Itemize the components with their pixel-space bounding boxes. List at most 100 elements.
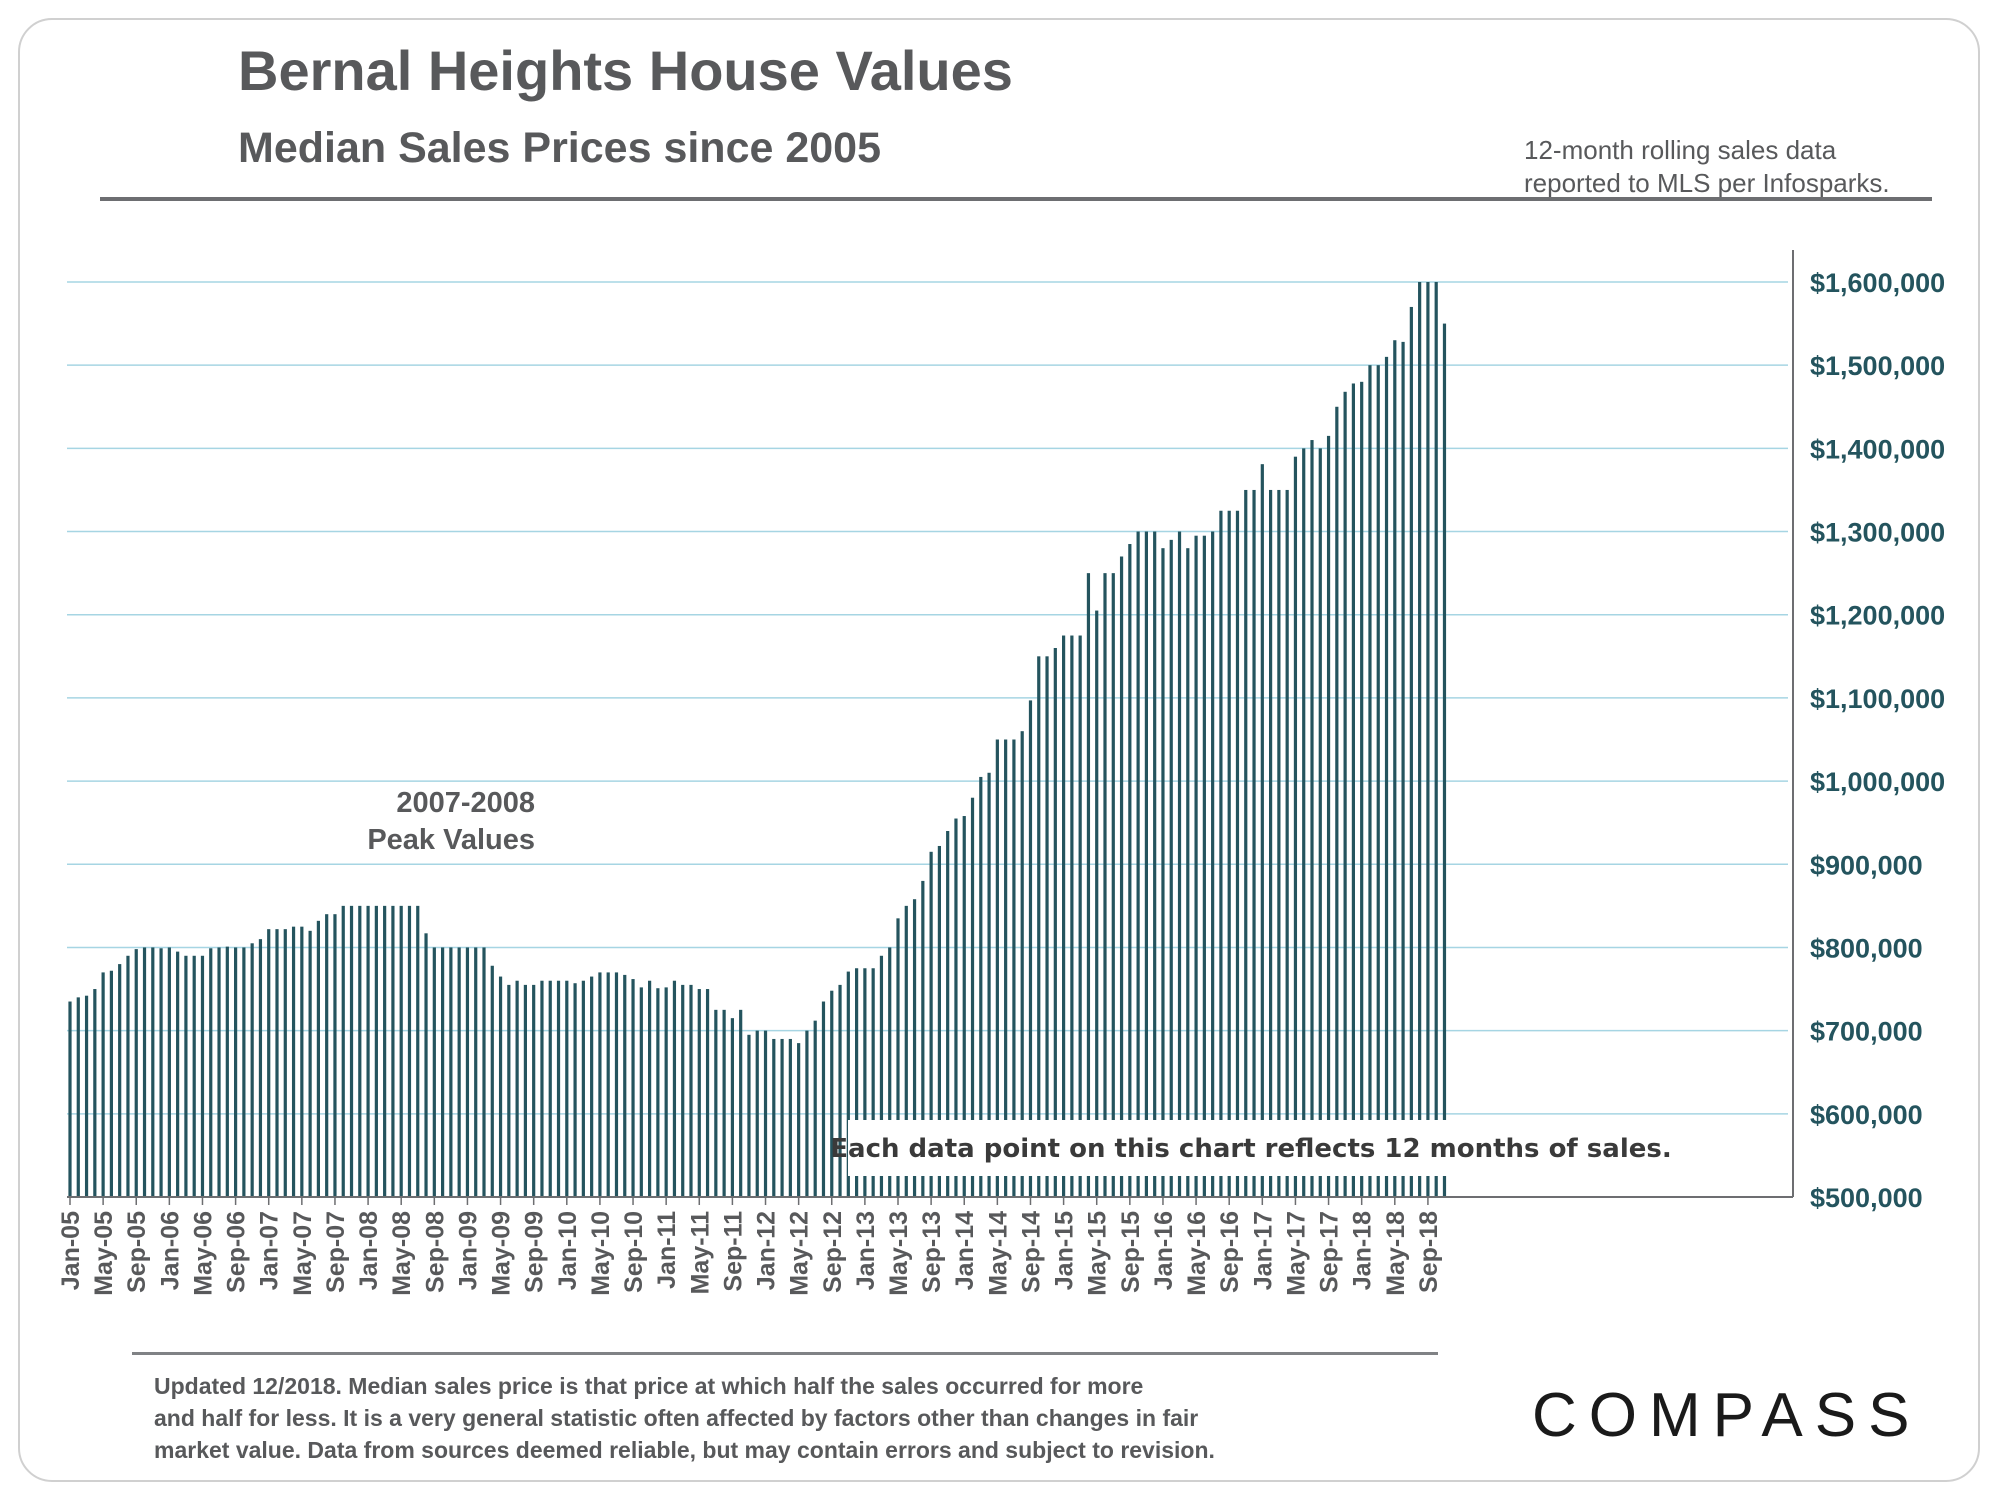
bar	[954, 818, 958, 1197]
bar	[109, 970, 113, 1197]
bar	[946, 831, 950, 1197]
bar	[1235, 510, 1240, 1197]
bar	[855, 968, 859, 1197]
bar	[441, 947, 445, 1197]
bar	[797, 1043, 801, 1197]
bar	[465, 947, 470, 1197]
bar	[474, 947, 478, 1197]
bar	[1227, 510, 1231, 1197]
bar	[200, 955, 205, 1197]
bar	[1004, 739, 1008, 1197]
bar	[540, 980, 544, 1197]
y-tick-label: $900,000	[1810, 850, 1923, 880]
bar	[1177, 531, 1182, 1197]
bar	[995, 739, 999, 1197]
x-tick-label: May-15	[1084, 1211, 1112, 1296]
source-note: 12-month rolling sales data reported to …	[1524, 134, 1890, 200]
bar	[863, 968, 867, 1197]
bar	[1062, 635, 1066, 1197]
bar	[1045, 656, 1049, 1197]
bar	[1037, 656, 1041, 1197]
x-tick-label: Sep-12	[819, 1211, 847, 1293]
bar	[1119, 556, 1124, 1197]
bar	[1310, 440, 1314, 1198]
bar	[565, 980, 569, 1197]
x-tick-label: Jan-08	[355, 1211, 383, 1290]
y-tick-label: $600,000	[1810, 1100, 1923, 1130]
bar	[1384, 356, 1389, 1197]
bar	[291, 926, 296, 1197]
x-tick-label: May-11	[686, 1211, 714, 1294]
bar	[1302, 448, 1306, 1197]
bar	[250, 943, 254, 1197]
x-tick-label: May-06	[189, 1211, 217, 1296]
bar	[871, 968, 875, 1197]
note-text: Each data point on this chart reflects 1…	[830, 1134, 1671, 1164]
peak-annotation-line-2: Peak Values	[367, 824, 535, 856]
bar	[142, 947, 147, 1197]
bar	[1211, 531, 1215, 1197]
bar	[1293, 456, 1298, 1197]
bar	[1335, 406, 1339, 1198]
bar	[118, 964, 122, 1197]
bar	[879, 955, 884, 1197]
bar	[523, 984, 527, 1197]
bar	[1144, 531, 1148, 1197]
bar	[962, 816, 966, 1197]
x-tick-label: May-09	[488, 1211, 516, 1296]
bar	[1351, 383, 1355, 1197]
y-tick-label: $1,600,000	[1810, 268, 1945, 298]
bar	[639, 987, 643, 1197]
y-tick-label: $700,000	[1810, 1017, 1923, 1047]
y-tick-label: $1,500,000	[1810, 351, 1945, 381]
bar	[76, 997, 80, 1197]
bar	[755, 1030, 759, 1197]
bar	[424, 933, 428, 1197]
bar	[1070, 635, 1074, 1197]
bar	[1194, 535, 1198, 1197]
bar	[689, 984, 693, 1197]
bar	[225, 946, 229, 1197]
bar	[598, 972, 602, 1197]
bar	[341, 905, 345, 1197]
bar	[101, 972, 105, 1197]
bar	[780, 1038, 784, 1197]
page-subtitle: Median Sales Prices since 2005	[238, 124, 882, 172]
bar	[68, 1001, 72, 1197]
bar	[1318, 448, 1322, 1197]
bar	[258, 939, 263, 1197]
bar	[979, 776, 983, 1197]
bar	[987, 772, 991, 1197]
footnote: Updated 12/2018. Median sales price is t…	[154, 1370, 1376, 1466]
bar	[1103, 573, 1107, 1197]
bar	[383, 905, 387, 1197]
source-line-1: 12-month rolling sales data	[1524, 135, 1837, 165]
x-tick-label: May-12	[786, 1211, 814, 1296]
bar	[813, 1020, 817, 1197]
x-tick-label: Jan-10	[554, 1211, 582, 1290]
bar	[209, 948, 213, 1197]
bar	[573, 983, 577, 1197]
bars	[68, 282, 1447, 1198]
bar	[457, 947, 461, 1197]
footnote-line-1: Updated 12/2018. Median sales price is t…	[154, 1373, 1144, 1399]
page-title: Bernal Heights House Values	[238, 39, 1013, 102]
bar	[697, 989, 701, 1197]
y-tick-labels: $500,000 $600,000 $700,000 $800,000 $900,000…	[1810, 268, 1945, 1213]
x-tick-label: Jan-06	[156, 1211, 184, 1290]
bar	[921, 880, 925, 1197]
bar	[498, 976, 503, 1197]
bar	[904, 905, 908, 1197]
bar	[838, 984, 842, 1197]
bar	[407, 905, 412, 1197]
bar	[830, 990, 834, 1197]
x-tick-label: Jan-14	[951, 1211, 979, 1290]
bar	[1244, 489, 1248, 1197]
bar	[937, 845, 941, 1197]
footnote-line-2: and half for less. It is a very general …	[154, 1405, 1199, 1431]
bar	[325, 914, 329, 1197]
bar	[581, 980, 585, 1197]
bar	[515, 980, 519, 1197]
bar	[805, 1030, 809, 1197]
bar	[151, 947, 155, 1197]
